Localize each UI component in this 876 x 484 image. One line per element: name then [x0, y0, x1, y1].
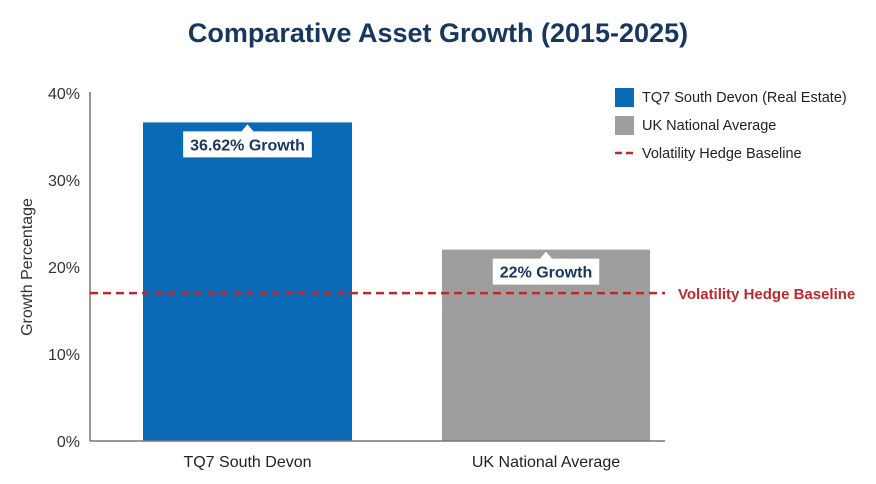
y-tick-label: 10% — [48, 347, 80, 364]
y-tick-label: 40% — [48, 86, 80, 103]
legend-label: UK National Average — [642, 118, 776, 134]
svg-text:36.62% Growth: 36.62% Growth — [190, 137, 305, 154]
chart-title: Comparative Asset Growth (2015-2025) — [188, 18, 688, 48]
legend-label: Volatility Hedge Baseline — [642, 146, 802, 162]
legend-label: TQ7 South Devon (Real Estate) — [642, 90, 847, 106]
legend: TQ7 South Devon (Real Estate) UK National… — [615, 88, 847, 162]
bar — [143, 122, 352, 441]
data-label: 36.62% Growth — [183, 124, 312, 158]
legend-swatch — [615, 116, 634, 135]
data-label: 22% Growth — [492, 251, 600, 285]
y-tick-label: 20% — [48, 260, 80, 277]
x-tick-label: TQ7 South Devon — [183, 454, 311, 471]
svg-text:22% Growth: 22% Growth — [500, 265, 592, 282]
x-tick-label: UK National Average — [472, 454, 620, 471]
y-tick-label: 30% — [48, 173, 80, 190]
y-tick-label: 0% — [57, 434, 80, 451]
reference-line-label: Volatility Hedge Baseline — [678, 286, 855, 303]
y-axis-label: Growth Percentage — [19, 198, 36, 336]
legend-swatch — [615, 88, 634, 107]
